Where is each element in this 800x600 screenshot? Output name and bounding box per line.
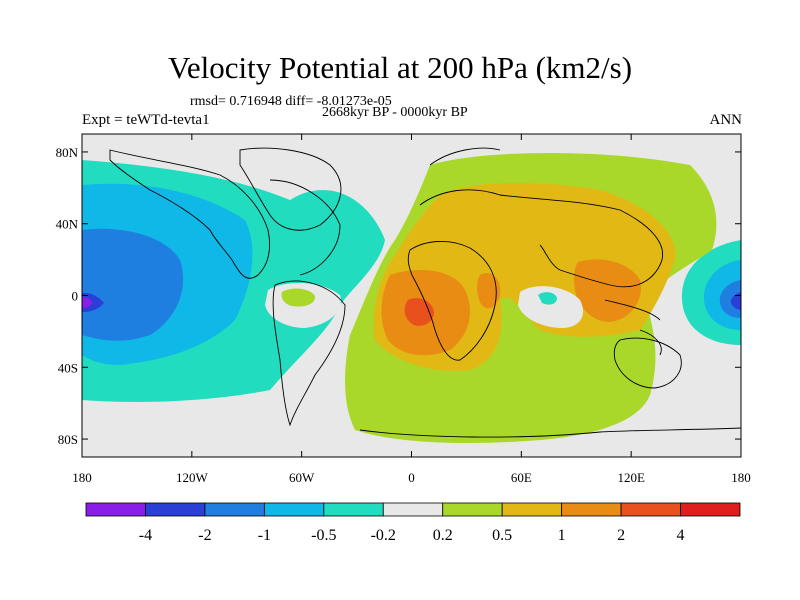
lat-tick-label: 40S (58, 360, 78, 375)
contour-negative-east-1 (719, 280, 741, 318)
contour-positive-1-east (477, 272, 501, 309)
colorbar-swatch (561, 502, 622, 517)
colorbar-label: 4 (677, 527, 685, 544)
contour-positive-southamerica (281, 288, 316, 307)
contour-negative-east-4 (730, 292, 741, 310)
colorbar-label: -1 (258, 527, 271, 544)
lon-tick-label: 60E (511, 470, 532, 485)
colorbar-swatch (85, 502, 146, 517)
colorbar-label: 0.5 (492, 527, 512, 544)
colorbar-swatch (323, 502, 384, 517)
contour-negative-1 (82, 228, 184, 341)
lon-tick-label: 180 (72, 470, 92, 485)
period-label: 2668kyr BP - 0000kyr BP (322, 105, 468, 120)
lat-tick-label: 80N (56, 145, 79, 160)
lat-tick-label: 80S (58, 432, 78, 447)
colorbar-label: 2 (617, 527, 625, 544)
contour-positive-1-asia (574, 259, 641, 322)
chart-title: Velocity Potential at 200 hPa (km2/s) (167, 50, 633, 85)
colorbar-label: -0.5 (311, 527, 336, 544)
colorbar-swatch (204, 502, 265, 517)
lon-tick-label: 180 (731, 470, 751, 485)
colorbar-swatch (501, 502, 563, 517)
experiment-label: Expt = teWTd-tevta1 (82, 112, 210, 128)
coastlines (109, 147, 741, 438)
colorbar-swatch (680, 502, 741, 517)
contour-neutral-indian (518, 286, 584, 328)
colorbar-swatch (263, 502, 325, 517)
lat-tick-label: 0 (72, 289, 79, 304)
colorbar-label: -0.2 (371, 527, 396, 544)
lat-tick-label: 40N (56, 217, 79, 232)
colorbar-swatch (442, 502, 503, 517)
contour-field (82, 134, 741, 457)
colorbar-label: 0.2 (433, 527, 453, 544)
colorbar-swatch (382, 502, 444, 517)
contour-negative-4 (82, 297, 92, 308)
lon-tick-label: 60W (289, 470, 315, 485)
colorbar-label: -2 (198, 527, 211, 544)
stats-line: rmsd= 0.716948 diff= -8.01273e-05 (190, 94, 392, 109)
colorbar: -4 -2 -1 -0.5 -0.2 0.2 0.5 1 2 4 (85, 502, 741, 544)
contour-negative-indian (538, 292, 557, 305)
lon-tick-label: 120W (176, 470, 209, 485)
longitude-axis: 180 120W 60W 0 60E 120E 180 (72, 134, 751, 485)
lon-tick-label: 0 (408, 470, 415, 485)
colorbar-label: 1 (558, 527, 566, 544)
latitude-axis: 80N 40N 0 40S 80S (56, 145, 741, 447)
colorbar-label: -4 (139, 527, 152, 544)
season-label: ANN (709, 112, 743, 128)
contour-negative-2 (82, 292, 104, 312)
colorbar-swatch (620, 502, 681, 517)
colorbar-swatch (145, 502, 206, 517)
lon-tick-label: 120E (617, 470, 645, 485)
